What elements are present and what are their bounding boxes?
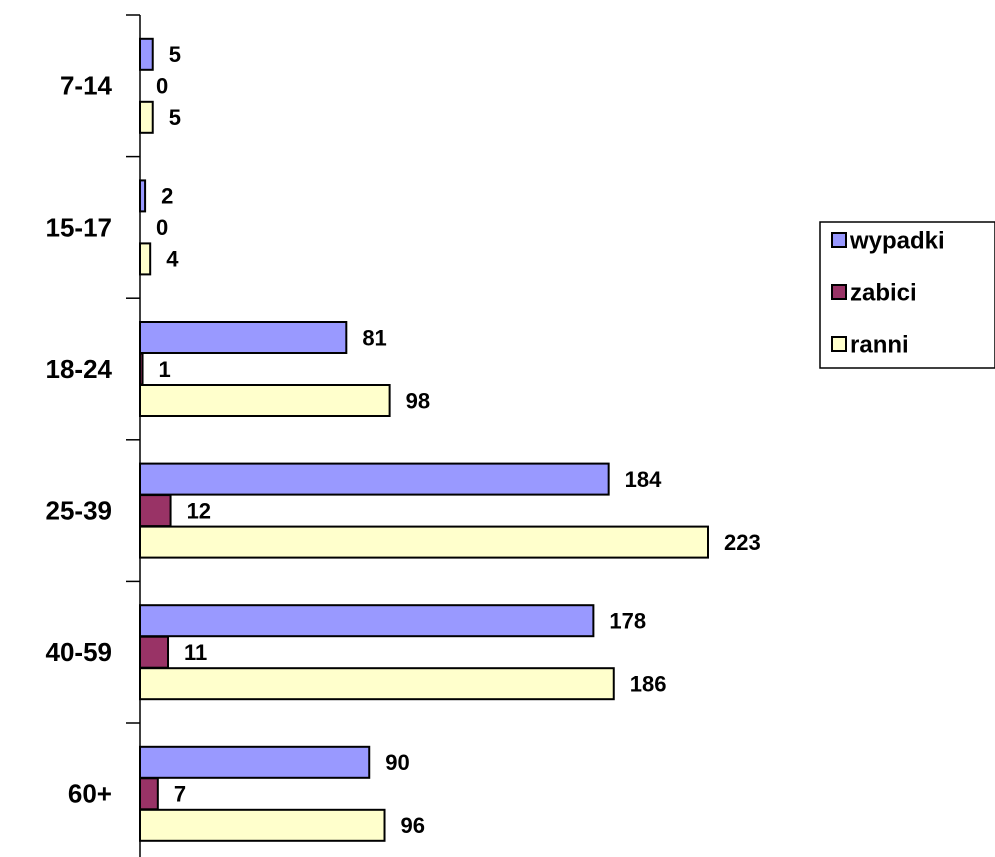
bar <box>139 745 371 779</box>
y-tick-label: 7-14 <box>60 71 113 101</box>
value-label: 5 <box>169 42 181 67</box>
bar <box>139 808 386 842</box>
bar <box>139 242 152 276</box>
y-tick-label: 60+ <box>68 779 112 809</box>
legend-label: wypadki <box>849 227 945 254</box>
y-tick-label: 18-24 <box>46 354 113 384</box>
bar <box>139 321 348 354</box>
bar <box>139 37 154 71</box>
legend-box <box>819 221 995 369</box>
value-label: 81 <box>362 325 386 350</box>
value-label: 4 <box>166 247 179 272</box>
bar <box>139 494 172 528</box>
value-label: 0 <box>156 215 168 240</box>
value-label: 186 <box>630 672 667 697</box>
bar <box>139 179 147 213</box>
legend-swatch <box>831 284 847 300</box>
value-label: 1 <box>159 357 171 382</box>
legend-swatch <box>831 232 847 248</box>
y-tick-label: 25-39 <box>46 495 113 525</box>
value-label: 184 <box>625 467 662 492</box>
y-tick-label: 40-59 <box>46 637 113 667</box>
value-label: 7 <box>174 782 186 807</box>
value-label: 11 <box>184 640 207 665</box>
bar <box>139 604 595 638</box>
y-tick-label: 15-17 <box>46 212 113 242</box>
bar <box>139 462 610 496</box>
bar <box>139 667 615 701</box>
value-label: 0 <box>156 74 168 99</box>
bar <box>139 635 170 669</box>
bar <box>139 777 159 811</box>
legend-label: ranni <box>850 331 909 358</box>
value-label: 2 <box>161 184 173 209</box>
legend-label: zabici <box>850 279 917 306</box>
value-label: 90 <box>385 750 409 775</box>
value-label: 12 <box>187 498 211 523</box>
value-label: 5 <box>169 105 181 130</box>
value-label: 178 <box>609 609 646 634</box>
bar <box>139 100 154 134</box>
value-label: 96 <box>401 813 425 838</box>
value-label: 98 <box>406 388 430 413</box>
bar <box>139 525 709 559</box>
legend-swatch <box>831 336 847 352</box>
bar <box>139 384 391 417</box>
value-label: 223 <box>724 530 761 555</box>
